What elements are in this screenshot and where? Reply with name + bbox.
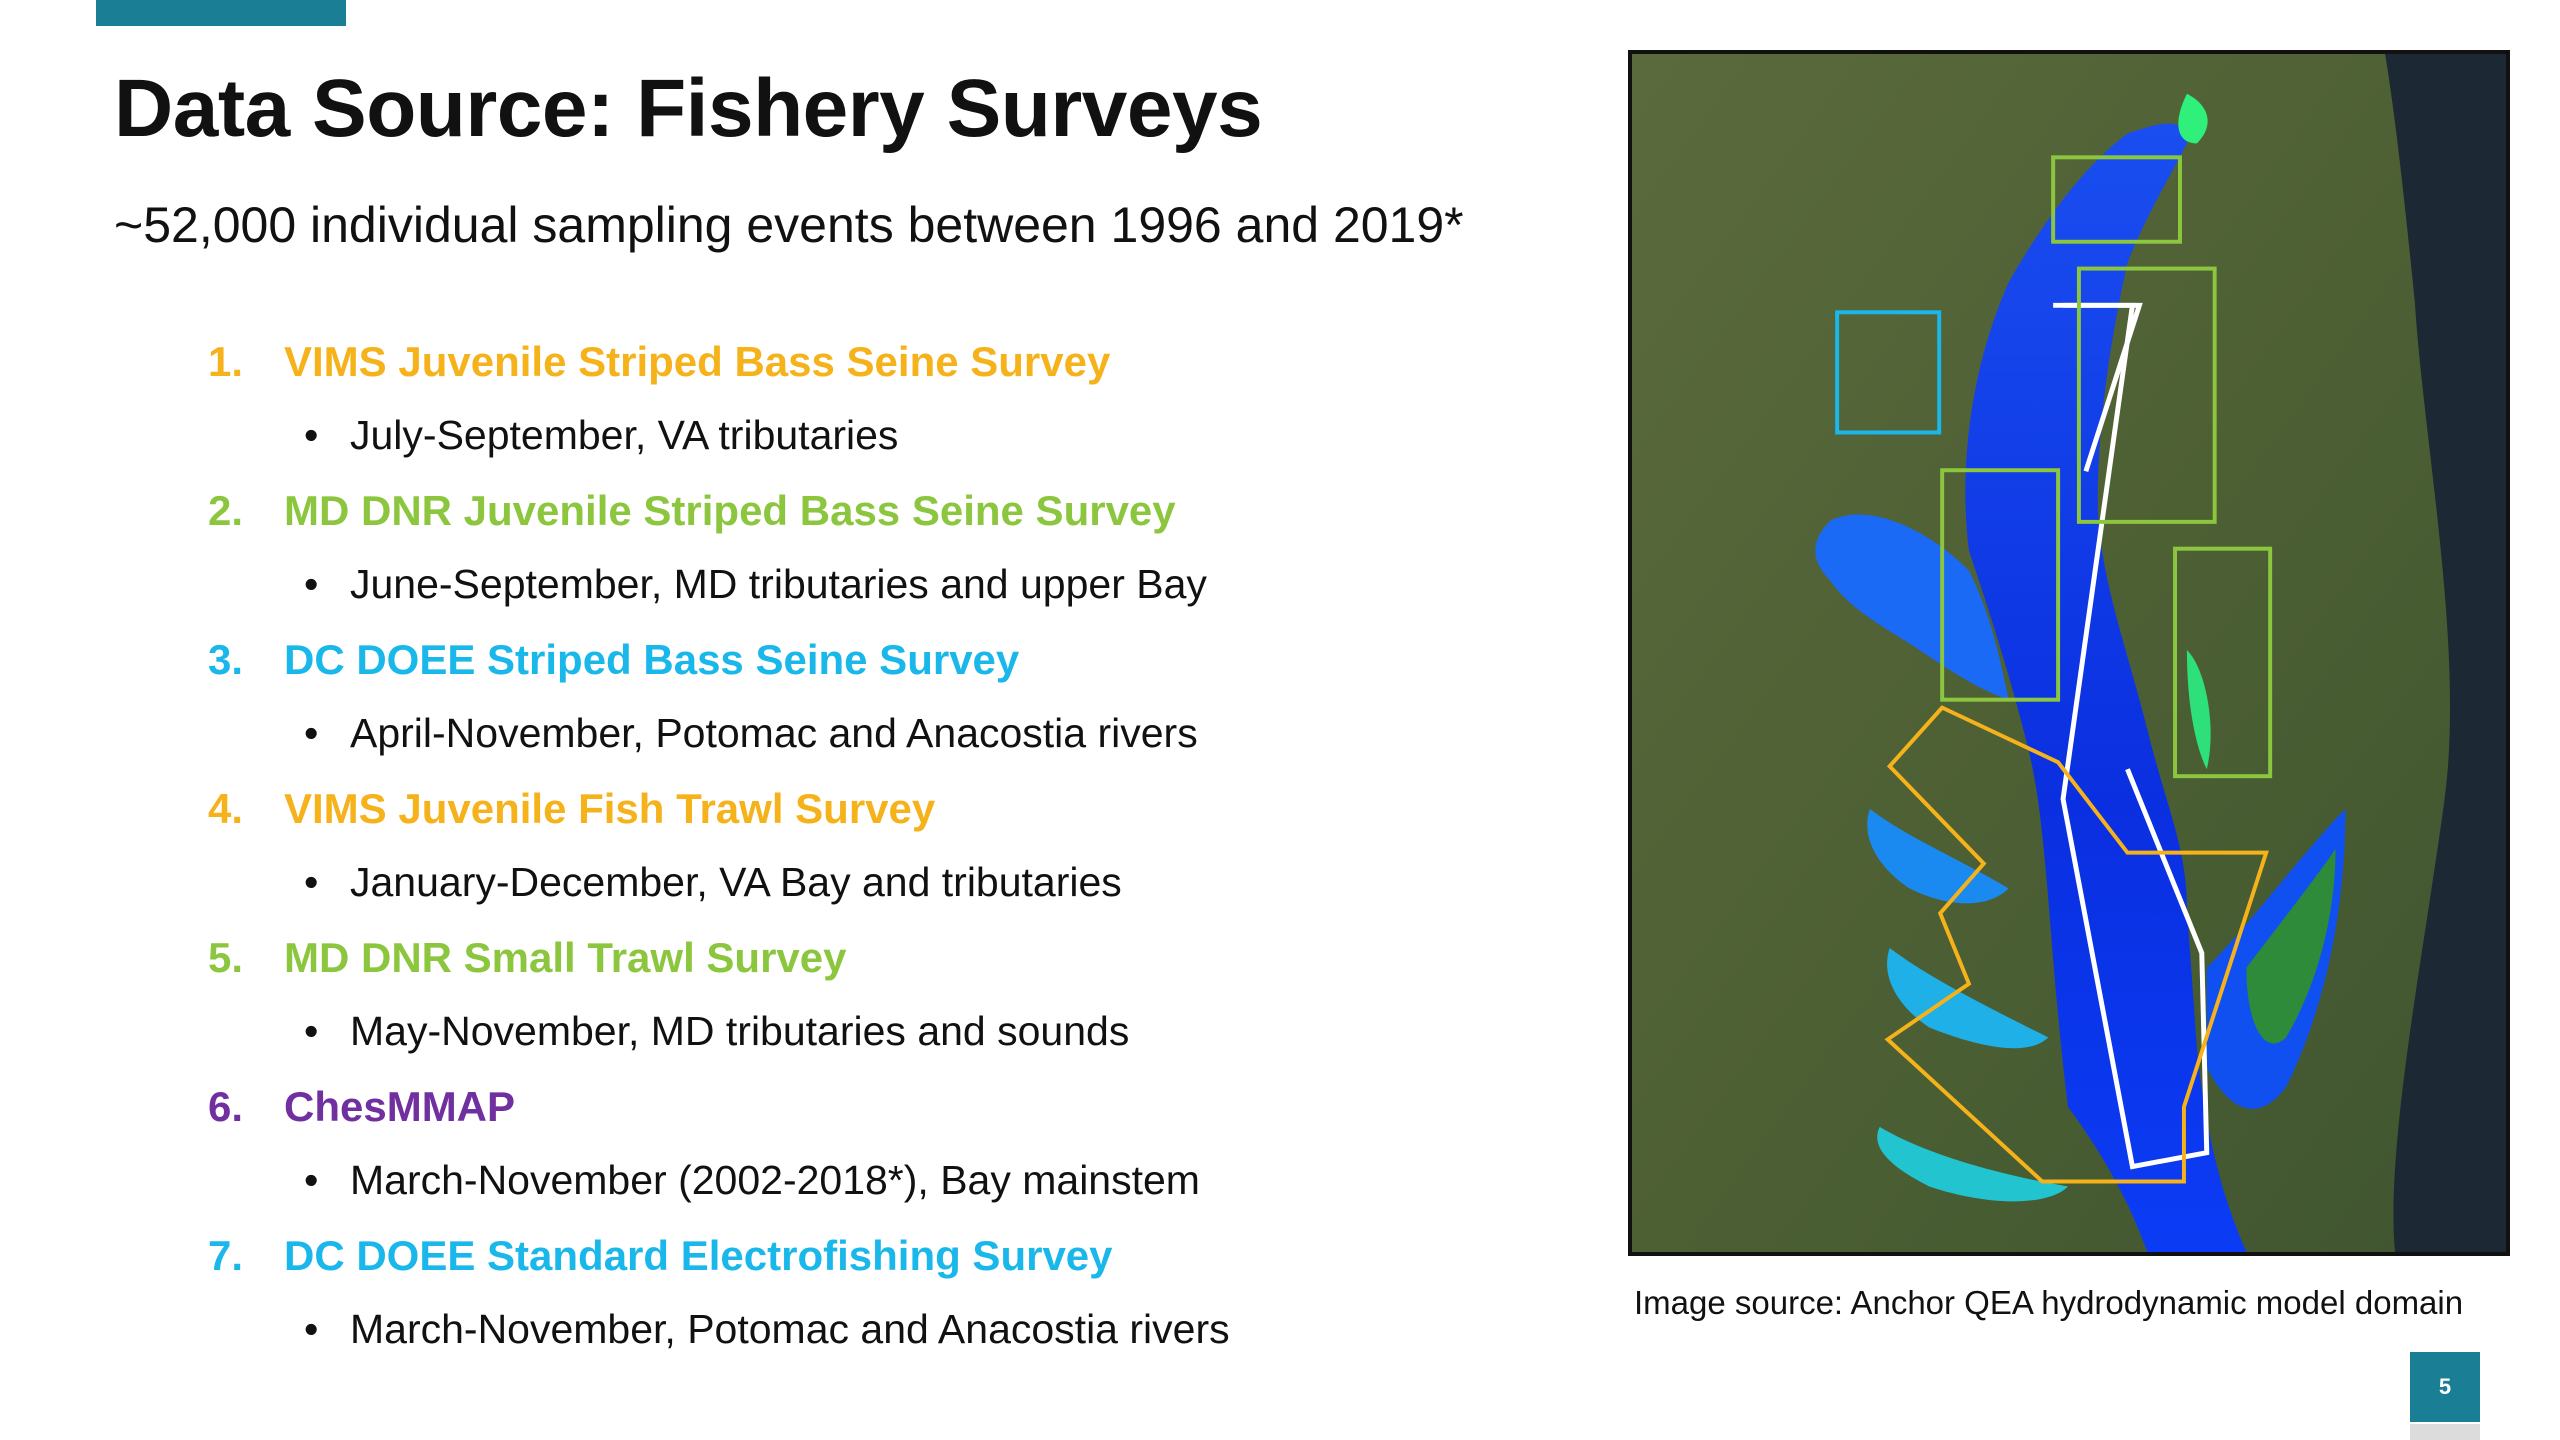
rappahannock-river [1867, 808, 2009, 904]
upper-bay-shallows [2178, 93, 2208, 144]
bullet-icon: • [304, 1157, 319, 1203]
survey-detail: • January-December, VA Bay and tributarie… [304, 859, 1122, 906]
upper-bay-boundary-line [2063, 302, 2143, 472]
survey-detail: • March-November, Potomac and Anacostia r… [304, 1306, 1230, 1353]
md-dnr-box-north [2051, 155, 2182, 244]
survey-list: 1. VIMS Juvenile Striped Bass Seine Surve… [208, 338, 1558, 1381]
survey-heading: 6. ChesMMAP [208, 1083, 515, 1131]
bay-water [1965, 123, 2247, 1252]
bay-map-svg [1632, 54, 2506, 1252]
page-badge-shadow [2410, 1424, 2480, 1440]
survey-item: 6. ChesMMAP • March-November (2002-2018*),… [208, 1083, 1558, 1232]
survey-detail: • July-September, VA tributaries [304, 412, 898, 459]
top-accent-bar [96, 0, 346, 26]
survey-detail: • March-November (2002-2018*), Bay mainst… [304, 1157, 1200, 1204]
map-image [1628, 50, 2510, 1256]
survey-detail-text: May-November, MD tributaries and sounds [350, 1008, 1130, 1054]
survey-detail: • April-November, Potomac and Anacostia r… [304, 710, 1198, 757]
survey-detail-text: June-September, MD tributaries and upper… [350, 561, 1207, 607]
survey-name: MD DNR Juvenile Striped Bass Seine Surve… [284, 487, 1176, 534]
survey-number: 3. [208, 636, 244, 683]
survey-heading: 2. MD DNR Juvenile Striped Bass Seine Sur… [208, 487, 1176, 535]
survey-name: MD DNR Small Trawl Survey [284, 934, 847, 981]
vims-boundary [1884, 705, 2269, 1184]
dc-doee-box [1835, 310, 1942, 435]
survey-item: 2. MD DNR Juvenile Striped Bass Seine Sur… [208, 487, 1558, 636]
survey-name: VIMS Juvenile Striped Bass Seine Survey [284, 338, 1111, 385]
survey-number: 2. [208, 487, 244, 534]
york-river [1887, 948, 2049, 1049]
survey-item: 7. DC DOEE Standard Electrofishing Survey… [208, 1232, 1558, 1381]
mid-bay-shallows [2186, 650, 2211, 770]
survey-heading: 5. MD DNR Small Trawl Survey [208, 934, 847, 982]
survey-detail-text: March-November (2002-2018*), Bay mainste… [350, 1157, 1200, 1203]
survey-detail-text: March-November, Potomac and Anacostia ri… [350, 1306, 1230, 1352]
james-river [1877, 1126, 2069, 1202]
bullet-icon: • [304, 412, 319, 458]
potomac-river [1815, 514, 2009, 700]
survey-heading: 7. DC DOEE Standard Electrofishing Survey [208, 1232, 1113, 1280]
bullet-icon: • [304, 1008, 319, 1054]
survey-detail-text: January-December, VA Bay and tributaries [350, 859, 1122, 905]
survey-item: 1. VIMS Juvenile Striped Bass Seine Surve… [208, 338, 1558, 487]
bullet-icon: • [304, 859, 319, 905]
bullet-icon: • [304, 561, 319, 607]
survey-item: 4. VIMS Juvenile Fish Trawl Survey • Janua… [208, 785, 1558, 934]
eastern-shore-marsh [2246, 848, 2336, 1044]
md-dnr-box-east [2076, 266, 2217, 524]
survey-number: 7. [208, 1232, 244, 1279]
bullet-icon: • [304, 710, 319, 756]
survey-heading: 4. VIMS Juvenile Fish Trawl Survey [208, 785, 935, 833]
survey-name: DC DOEE Standard Electrofishing Survey [284, 1232, 1113, 1279]
survey-heading: 3. DC DOEE Striped Bass Seine Survey [208, 636, 1019, 684]
slide-subtitle: ~52,000 individual sampling events betwe… [114, 197, 1464, 253]
survey-detail: • May-November, MD tributaries and sounds [304, 1008, 1129, 1055]
image-caption: Image source: Anchor QEA hydrodynamic mo… [1634, 1284, 2464, 1321]
survey-number: 4. [208, 785, 244, 832]
bullet-icon: • [304, 1306, 319, 1352]
survey-item: 5. MD DNR Small Trawl Survey • May-Novembe… [208, 934, 1558, 1083]
survey-detail-text: July-September, VA tributaries [350, 412, 899, 458]
md-dnr-box-southeast [2173, 546, 2273, 779]
survey-detail: • June-September, MD tributaries and uppe… [304, 561, 1207, 608]
md-dnr-box-west [1940, 468, 2061, 702]
ocean-area [2385, 54, 2506, 1252]
survey-detail-text: April-November, Potomac and Anacostia ri… [350, 710, 1198, 756]
page-number-badge: 5 [2410, 1352, 2480, 1422]
survey-number: 5. [208, 934, 244, 981]
survey-name: VIMS Juvenile Fish Trawl Survey [284, 785, 936, 832]
survey-heading: 1. VIMS Juvenile Striped Bass Seine Surve… [208, 338, 1110, 386]
survey-number: 1. [208, 338, 244, 385]
survey-name: ChesMMAP [284, 1083, 516, 1130]
survey-name: DC DOEE Striped Bass Seine Survey [284, 636, 1020, 683]
slide-title: Data Source: Fishery Surveys [114, 63, 1263, 154]
survey-number: 6. [208, 1083, 244, 1130]
survey-item: 3. DC DOEE Striped Bass Seine Survey • Apr… [208, 636, 1558, 785]
